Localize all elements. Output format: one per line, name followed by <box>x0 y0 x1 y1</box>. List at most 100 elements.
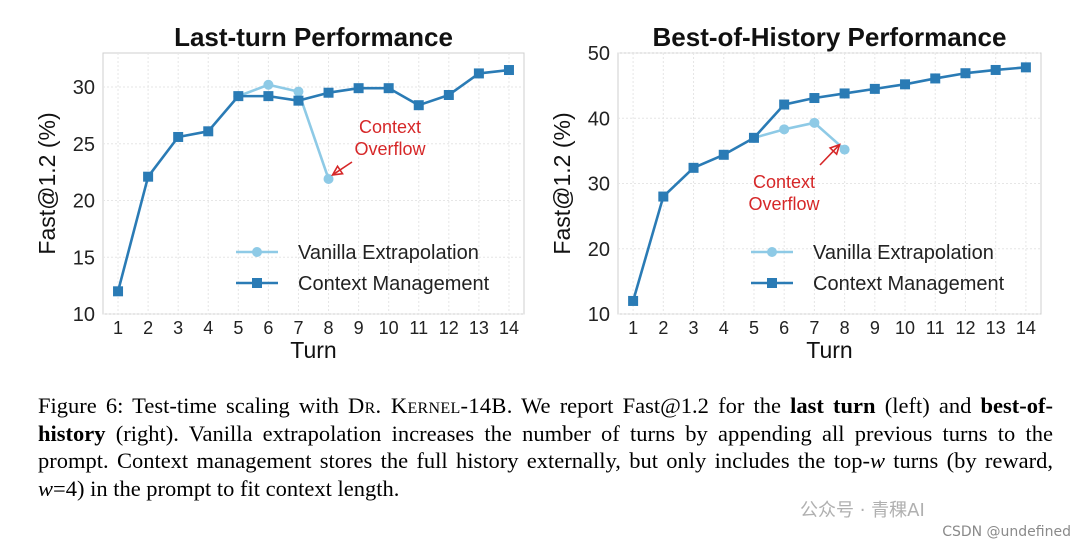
x-axis-label: Turn <box>806 337 852 363</box>
x-tick-label: 6 <box>779 318 789 338</box>
watermark-text: CSDN @undefined <box>939 524 1074 540</box>
series-line-1 <box>237 83 330 180</box>
data-point-context <box>748 132 759 143</box>
caption-w-1: w <box>869 448 885 473</box>
data-point-context <box>628 295 639 306</box>
annotation-arrow <box>819 144 841 166</box>
x-tick-label: 5 <box>749 318 759 338</box>
data-point-context <box>839 88 850 99</box>
y-tick-label: 20 <box>588 239 610 261</box>
data-point-context <box>413 100 424 111</box>
legend-label: Context Management <box>813 273 1005 295</box>
data-point-vanilla <box>809 117 820 128</box>
y-tick-label: 50 <box>588 43 610 65</box>
data-point-context <box>143 171 154 182</box>
legend-marker-square <box>767 278 777 288</box>
x-tick-label: 13 <box>469 318 489 338</box>
y-tick-label: 25 <box>73 134 95 156</box>
caption-text-4: (right). Vanilla extrapolation increases… <box>38 420 1053 474</box>
x-tick-label: 7 <box>293 318 303 338</box>
x-tick-label: 4 <box>203 318 213 338</box>
data-point-context <box>203 126 214 137</box>
caption-bold-best-of-history: best-of-history <box>38 393 1053 446</box>
watermark-logo: 公众号 · 青稞AI <box>800 500 925 521</box>
x-tick-label: 10 <box>379 318 399 338</box>
data-point-vanilla <box>839 144 850 155</box>
caption-bold-last-turn: last turn <box>790 393 876 418</box>
y-tick-label: 15 <box>73 247 95 269</box>
legend-marker-circle <box>767 247 777 257</box>
caption-model-name: Dr. Kernel-14B <box>348 393 507 418</box>
data-point-context <box>113 286 124 297</box>
data-point-context <box>443 89 454 100</box>
series-line-2 <box>631 66 1027 302</box>
data-point-context <box>173 131 184 142</box>
x-tick-label: 5 <box>233 318 243 338</box>
legend-label: Vanilla Extrapolation <box>813 242 994 264</box>
x-tick-label: 9 <box>354 318 364 338</box>
y-tick-label: 40 <box>588 108 610 130</box>
data-point-context <box>658 191 669 202</box>
data-point-context <box>990 64 1001 75</box>
x-tick-label: 12 <box>955 318 975 338</box>
data-point-context <box>503 65 514 76</box>
y-tick-label: 20 <box>73 191 95 213</box>
annotation-text: Context <box>359 117 421 137</box>
data-point-context <box>688 162 699 173</box>
series-line-2 <box>116 68 510 292</box>
caption-text-5: turns (by reward, <box>884 448 1053 473</box>
caption-text-3: (left) and <box>875 393 981 418</box>
legend-label: Vanilla Extrapolation <box>298 242 479 264</box>
annotation-text: Overflow <box>354 139 426 159</box>
figure-caption: Figure 6: Test-time scaling with Dr. Ker… <box>38 392 1053 502</box>
x-axis-label: Turn <box>290 337 336 363</box>
x-tick-label: 11 <box>926 318 945 338</box>
data-point-context <box>960 68 971 79</box>
caption-text-6: =4) in the prompt to fit context length. <box>53 475 400 501</box>
annotation-text: Context <box>753 172 815 192</box>
data-point-context <box>233 91 244 102</box>
x-tick-label: 11 <box>409 318 428 338</box>
x-tick-label: 12 <box>439 318 459 338</box>
x-tick-label: 8 <box>840 318 850 338</box>
data-point-context <box>779 99 790 110</box>
x-tick-label: 6 <box>263 318 273 338</box>
y-tick-label: 10 <box>588 304 610 326</box>
caption-w-2: w <box>38 475 54 501</box>
data-point-vanilla <box>323 173 334 184</box>
data-point-context <box>473 68 484 79</box>
data-point-vanilla <box>779 124 790 135</box>
chart-title: Best-of-History Performance <box>653 22 1007 52</box>
chart-title: Last-turn Performance <box>174 22 453 52</box>
annotation-arrowhead <box>331 164 344 176</box>
x-tick-label: 7 <box>809 318 819 338</box>
x-tick-label: 3 <box>173 318 183 338</box>
data-point-context <box>718 149 729 160</box>
x-tick-label: 14 <box>1016 318 1036 338</box>
legend-label: Context Management <box>298 273 490 295</box>
data-point-context <box>293 95 304 106</box>
y-tick-label: 30 <box>73 77 95 99</box>
x-tick-label: 1 <box>113 318 123 338</box>
data-point-context <box>383 83 394 94</box>
data-point-context <box>263 91 274 102</box>
data-point-context <box>869 83 880 94</box>
data-point-context <box>353 83 364 94</box>
x-tick-label: 10 <box>895 318 915 338</box>
x-tick-label: 14 <box>499 318 519 338</box>
x-tick-label: 8 <box>324 318 334 338</box>
data-point-vanilla <box>263 79 274 90</box>
data-point-vanilla <box>293 86 304 97</box>
legend-marker-square <box>252 278 262 288</box>
data-point-context <box>1020 62 1031 73</box>
annotation-arrowhead <box>828 143 841 156</box>
series-line-1 <box>753 121 846 151</box>
caption-text-2: . We report Fast@1.2 for the <box>506 393 791 418</box>
annotation-arrow <box>332 161 353 176</box>
annotation-text: Overflow <box>748 194 820 214</box>
data-point-context <box>900 79 911 90</box>
x-tick-label: 4 <box>719 318 729 338</box>
